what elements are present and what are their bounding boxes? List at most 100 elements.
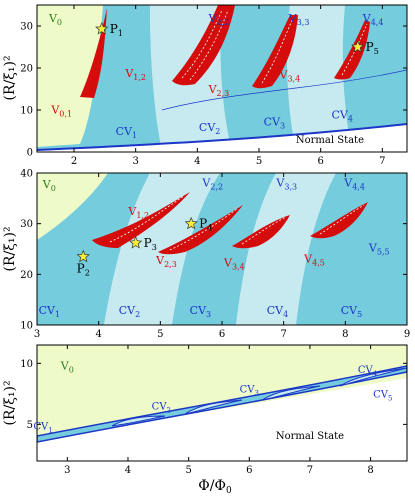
y-axis-label-bottom: (R/ξ₁)² <box>2 380 18 425</box>
star-marker <box>76 249 90 263</box>
vortex-state-label: V0,1 <box>50 103 72 118</box>
v0-region <box>37 173 108 240</box>
y-tick-label: 20 <box>20 64 33 75</box>
x-tick-label: 4 <box>95 329 101 340</box>
normal-state-label: Normal State <box>296 135 364 146</box>
x-tick-label: 3 <box>64 465 70 476</box>
star-marker <box>351 40 365 53</box>
star-marker <box>184 216 198 230</box>
region-label-v: V0 <box>48 12 62 27</box>
cv-label: CV1 <box>33 421 52 434</box>
panel-top: 2 3 4 5 6 7 0 10 20 30 V0 CV1 CV2 CV3 CV4 V2,2 V3,3 V4,4 V… <box>20 4 408 167</box>
star-label: P2 <box>77 262 90 278</box>
x-tick-label: 9 <box>404 329 410 340</box>
cv-lobe <box>184 399 243 415</box>
x-tick-label: 6 <box>317 156 323 167</box>
cv-label: CV4 <box>358 365 378 378</box>
region-label-cv: CV1 <box>116 125 137 140</box>
x-axis-label: Φ/Φ0 <box>198 478 232 496</box>
x-tick-label: 7 <box>307 465 313 476</box>
region-label-v: V4,4 <box>343 177 365 192</box>
region-label-cv: CV4 <box>267 304 288 319</box>
region-label-cv: CV3 <box>190 304 211 319</box>
star-label: P1 <box>110 22 123 38</box>
star-marker <box>95 21 109 35</box>
x-tick-label: 2 <box>71 156 77 167</box>
normal-state-label: Normal State <box>276 431 344 442</box>
y-tick-label: 30 <box>20 22 33 33</box>
vortex-state-label: V3,4 <box>278 69 300 84</box>
y-tick-label: 5 <box>27 420 33 431</box>
y-tick-label: 10 <box>20 321 33 332</box>
star-label: P5 <box>366 40 379 56</box>
cv-label: CV5 <box>373 390 392 403</box>
lower-boundary-line <box>37 123 407 151</box>
cv4-region <box>287 5 352 152</box>
red-lobe-v23 <box>158 205 243 255</box>
cv-lobe <box>261 385 321 401</box>
region-label-cv: CV2 <box>119 304 140 319</box>
star-label: P4 <box>199 217 212 233</box>
cv-label: CV2 <box>152 402 171 415</box>
x-tick-label: 4 <box>194 156 200 167</box>
x-tick-label: 7 <box>280 329 286 340</box>
y-tick-label: 20 <box>20 270 33 281</box>
x-tick-label: 8 <box>342 329 348 340</box>
x-tick-label: 5 <box>256 156 262 167</box>
x-tick-label: 6 <box>219 329 225 340</box>
region-label-v: V3,3 <box>288 12 310 27</box>
panel-bottom: 3 4 5 6 7 8 5 10 V0 CV1 CV2 CV3 CV4 CV5 Normal State <box>20 344 408 476</box>
cv2-region <box>104 173 220 325</box>
red-lobe-v12 <box>172 5 235 86</box>
star-label: P3 <box>144 236 157 252</box>
panel-middle: 3 4 5 6 7 8 9 10 20 30 40 V0 CV1 CV2 CV3 CV4 CV5 V2,2 V3,3… <box>20 169 410 341</box>
normal-state-region <box>37 124 407 152</box>
red-lobe-v34 <box>232 215 290 249</box>
region-label-v: V0 <box>42 178 56 193</box>
y-tick-label: 10 <box>20 106 33 117</box>
vortex-state-label: V2,3 <box>208 83 230 98</box>
vortex-state-label: V4,5 <box>303 253 325 268</box>
y-tick-label: 40 <box>20 169 33 180</box>
region-label-v: V3,3 <box>275 177 297 192</box>
region-label-v: V2,2 <box>208 12 230 27</box>
region-label-cv: CV3 <box>264 116 285 131</box>
cv5-region <box>296 173 407 325</box>
y-axis-label-top: (R/ξ₁)² <box>2 55 18 100</box>
region-label-cv: CV2 <box>199 121 220 136</box>
cv-label: CV3 <box>240 385 259 398</box>
x-tick-label: 7 <box>379 156 385 167</box>
vortex-state-label: V1,2 <box>124 67 146 82</box>
red-lobe-v23 <box>252 15 298 89</box>
vortex-state-label: V2,3 <box>155 254 177 269</box>
cv-lobe <box>339 367 407 387</box>
region-label-v: V5,5 <box>368 242 390 257</box>
y-axis-label-middle: (R/ξ₁)² <box>2 226 18 271</box>
x-tick-label: 5 <box>185 465 191 476</box>
inner-boundary-line <box>161 69 407 111</box>
red-lobe-v45 <box>310 202 368 239</box>
x-tick-label: 5 <box>157 329 163 340</box>
region-label-cv: CV5 <box>341 304 362 319</box>
x-tick-label: 6 <box>246 465 252 476</box>
vortex-state-label: V3,4 <box>223 257 245 272</box>
star-marker <box>129 235 143 249</box>
cv1-region <box>37 173 150 325</box>
cv1-region <box>37 5 162 152</box>
region-label-v: V4,4 <box>362 12 384 27</box>
cv3-region <box>172 173 276 325</box>
region-label-cv: CV4 <box>332 108 353 123</box>
vortex-state-label: V1,2 <box>127 205 149 220</box>
x-tick-label: 3 <box>34 329 40 340</box>
region-label-v: V2,2 <box>201 177 223 192</box>
region-label-v: V0 <box>60 359 74 374</box>
y-tick-label: 0 <box>27 148 33 159</box>
region-label-cv: CV1 <box>39 304 60 319</box>
x-tick-label: 8 <box>367 465 373 476</box>
normal-state-region <box>37 378 407 461</box>
red-lobe-v01 <box>80 8 107 98</box>
y-tick-label: 10 <box>20 359 33 370</box>
red-lobe-v12 <box>92 192 190 248</box>
cv4-region <box>236 173 336 325</box>
